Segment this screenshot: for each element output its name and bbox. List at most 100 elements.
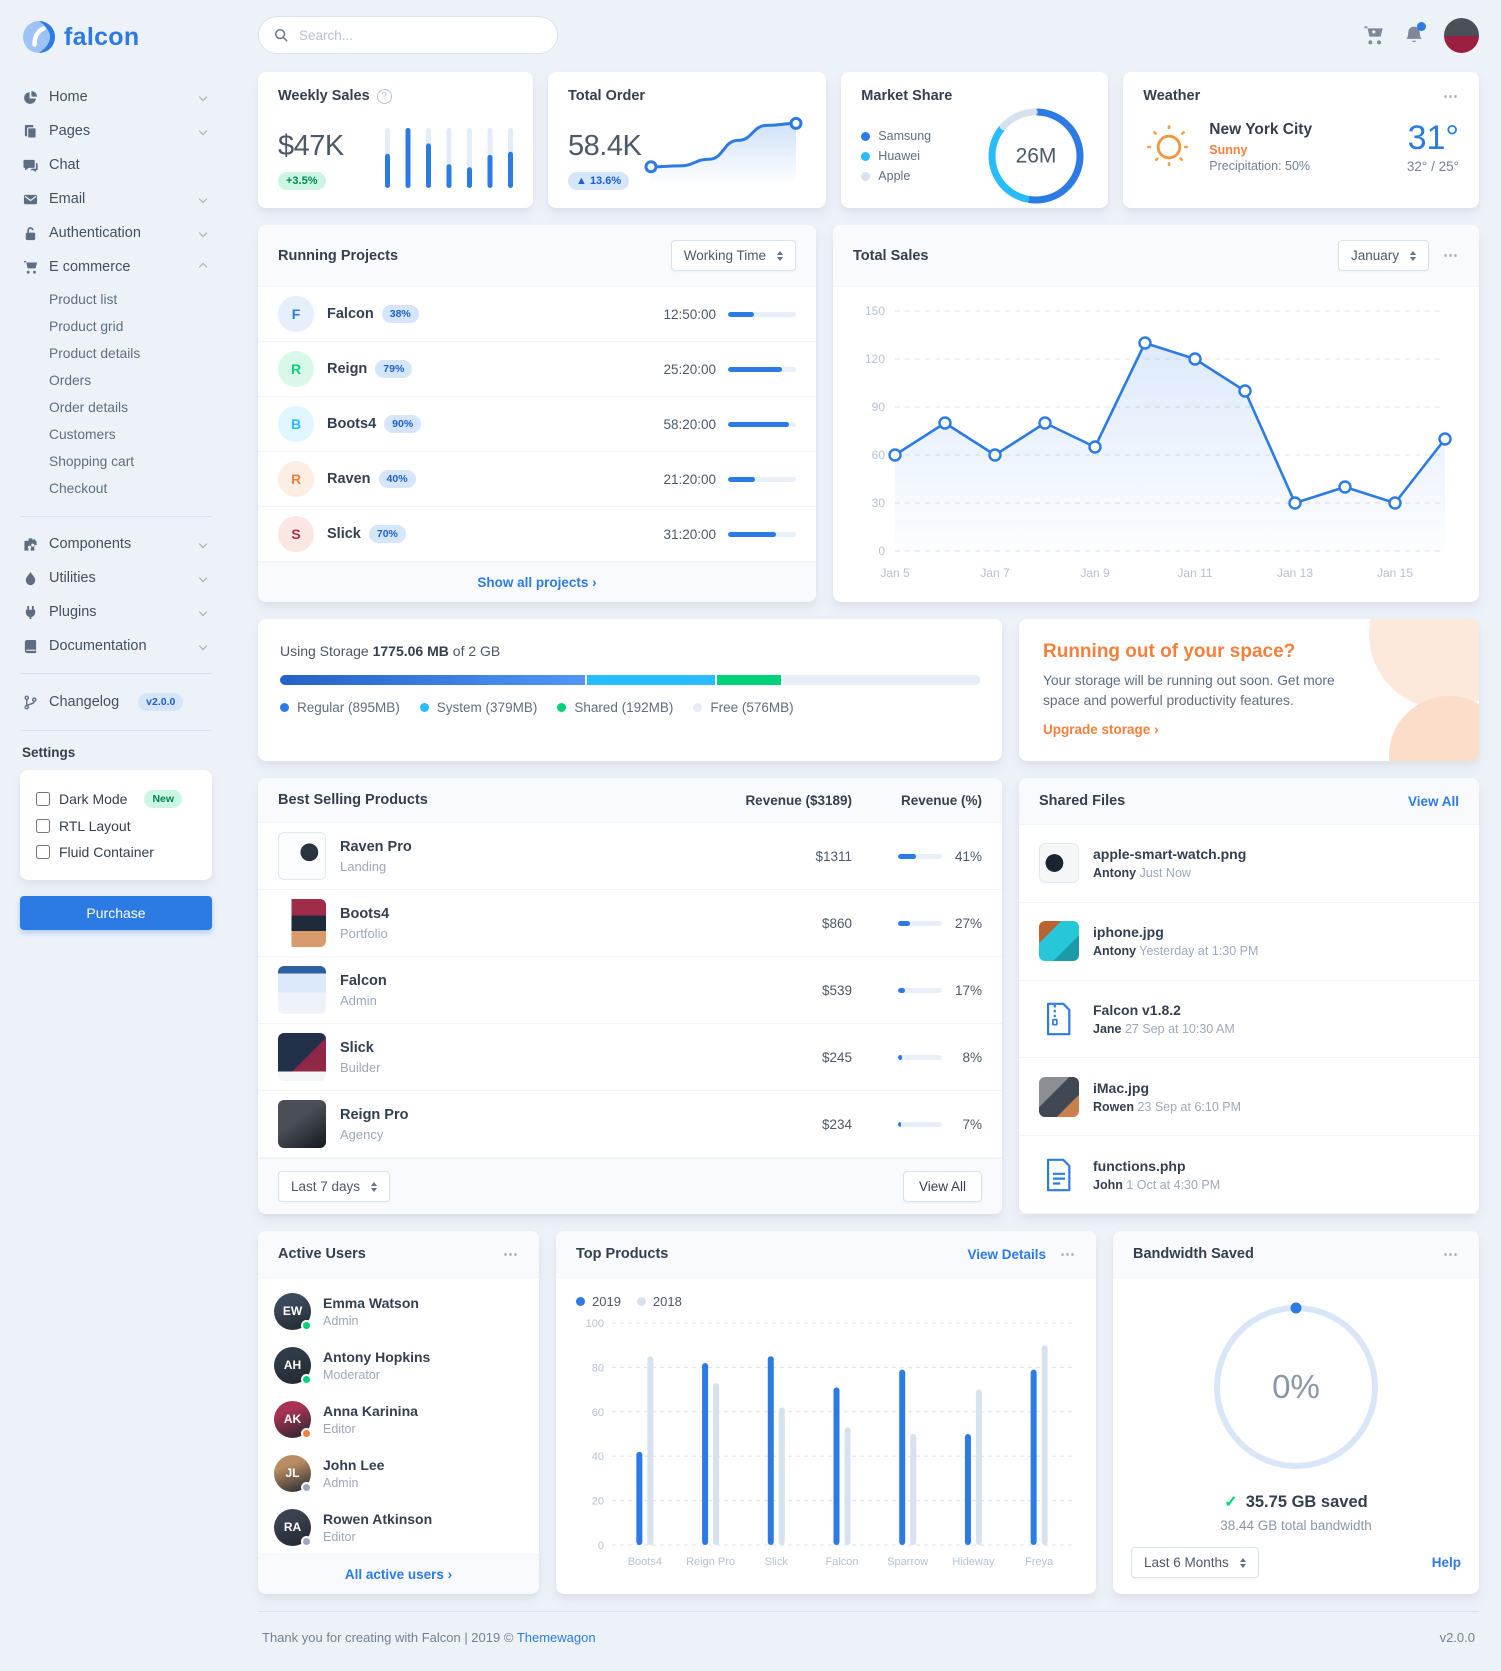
product-revenue: $245	[821, 1049, 852, 1065]
fluid-container-checkbox[interactable]	[36, 845, 50, 859]
user-name-link[interactable]: Emma Watson	[323, 1294, 419, 1311]
settings-option-fluid-container[interactable]: Fluid Container	[36, 839, 196, 865]
svg-text:0: 0	[878, 544, 885, 558]
legend-dot-icon	[693, 703, 703, 712]
last-7-days-select[interactable]: Last 7 days	[278, 1171, 391, 1202]
working-time-select[interactable]: Working Time	[670, 240, 796, 271]
progress-fill	[728, 531, 776, 537]
project-name-link[interactable]: Slick	[327, 526, 361, 542]
rtl-layout-checkbox[interactable]	[36, 819, 50, 833]
sidebar-subitem-checkout[interactable]: Checkout	[49, 481, 108, 496]
total-order-sparkline	[644, 116, 803, 186]
sidebar-subitem-order-details[interactable]: Order details	[49, 400, 128, 415]
sidebar-item-email[interactable]: Email	[20, 182, 212, 216]
sidebar-item-authentication[interactable]: Authentication	[20, 216, 212, 250]
file-name-link[interactable]: functions.php	[1093, 1157, 1186, 1174]
bandwidth-title: Bandwidth Saved	[1133, 1246, 1254, 1262]
ellipsis-menu-icon[interactable]: ⋯	[503, 1245, 519, 1263]
view-details-link[interactable]: View Details	[967, 1246, 1046, 1262]
sidebar-divider	[20, 516, 212, 517]
project-name-link[interactable]: Raven	[327, 471, 371, 487]
product-name-link[interactable]: Raven Pro	[340, 838, 412, 855]
help-link[interactable]: Help	[1431, 1555, 1461, 1570]
sidebar-item-documentation[interactable]: Documentation	[20, 629, 212, 663]
falcon-logo[interactable]: falcon	[22, 20, 212, 54]
user-name-link[interactable]: Anna Karinina	[323, 1402, 418, 1419]
sidebar-subitem-product-grid[interactable]: Product grid	[49, 319, 124, 334]
space-warning-title: Running out of your space?	[1043, 641, 1296, 662]
product-name-link[interactable]: Slick	[340, 1039, 374, 1056]
all-active-users-link[interactable]: All active users ›	[258, 1554, 539, 1594]
search-input[interactable]	[297, 26, 542, 44]
purchase-button[interactable]: Purchase	[20, 896, 212, 930]
sidebar-item-e-commerce[interactable]: E commerce	[20, 250, 212, 284]
file-name-link[interactable]: iMac.jpg	[1093, 1079, 1150, 1096]
sidebar-item-changelog[interactable]: Changelog v2.0.0	[20, 684, 212, 720]
sidebar-subitem-product-details[interactable]: Product details	[49, 346, 141, 361]
chevron-down-icon	[198, 228, 208, 238]
sidebar-subitem-shopping-cart[interactable]: Shopping cart	[49, 454, 135, 469]
sidebar-item-home[interactable]: Home	[20, 80, 212, 114]
weekly-sales-bar-chart	[385, 128, 513, 188]
chevron-down-icon	[198, 92, 208, 102]
ellipsis-menu-icon[interactable]: ⋯	[1443, 87, 1459, 105]
product-name-link[interactable]: Boots4	[340, 905, 390, 922]
file-name-link[interactable]: Falcon v1.8.2	[1093, 1001, 1181, 1018]
product-name-link[interactable]: Reign Pro	[340, 1106, 409, 1123]
file-thumbnail	[1039, 921, 1079, 962]
sidebar-item-pages[interactable]: Pages	[20, 114, 212, 148]
sidebar-item-components[interactable]: Components	[20, 527, 212, 561]
themewagon-link[interactable]: Themewagon	[516, 1630, 596, 1645]
project-time: 31:20:00	[663, 526, 716, 542]
month-select[interactable]: January	[1337, 240, 1429, 271]
shopping-cart-icon[interactable]	[1363, 25, 1384, 46]
product-type: Portfolio	[340, 925, 388, 941]
project-time: 25:20:00	[663, 361, 716, 377]
view-all-button[interactable]: View All	[902, 1171, 982, 1202]
sidebar-subitem-product-list[interactable]: Product list	[49, 292, 118, 307]
user-name-link[interactable]: John Lee	[323, 1456, 385, 1473]
user-role: Editor	[323, 1529, 356, 1544]
sidebar-item-plugins[interactable]: Plugins	[20, 595, 212, 629]
legend-item-2018[interactable]: 2018	[636, 1294, 682, 1309]
last-6-months-select[interactable]: Last 6 Months	[1131, 1547, 1259, 1578]
select-caret-icon	[1239, 1557, 1246, 1568]
ellipsis-menu-icon[interactable]: ⋯	[1443, 1245, 1459, 1263]
check-icon: ✓	[1224, 1494, 1238, 1511]
sidebar-subitem-orders[interactable]: Orders	[49, 373, 92, 388]
sidebar-item-chat[interactable]: Chat	[20, 148, 212, 182]
svg-text:Jan 5: Jan 5	[880, 566, 910, 580]
product-name-link[interactable]: Falcon	[340, 972, 387, 989]
user-name-link[interactable]: Rowen Atkinson	[323, 1510, 433, 1527]
sidebar-subitem-customers[interactable]: Customers	[49, 427, 116, 442]
show-all-projects-link[interactable]: Show all projects ›	[258, 562, 816, 602]
legend-label: Apple	[878, 169, 911, 183]
project-name-link[interactable]: Boots4	[327, 416, 377, 432]
settings-option-dark-mode[interactable]: Dark Mode New	[36, 785, 196, 813]
svg-text:80: 80	[592, 1362, 604, 1374]
svg-text:Sparrow: Sparrow	[887, 1556, 928, 1568]
user-avatar[interactable]	[1444, 17, 1479, 53]
notification-bell-icon[interactable]	[1404, 22, 1426, 45]
legend-item-2019[interactable]: 2019	[576, 1294, 621, 1309]
storage-card: Using Storage 1775.06 MB of 2 GB Regular…	[258, 619, 1002, 761]
settings-option-rtl-layout[interactable]: RTL Layout	[36, 813, 196, 839]
file-name-link[interactable]: apple-smart-watch.png	[1093, 846, 1247, 863]
project-name-link[interactable]: Reign	[327, 361, 368, 377]
file-name-link[interactable]: iphone.jpg	[1093, 924, 1164, 941]
sidebar-item-label: Chat	[49, 157, 80, 173]
project-name-link[interactable]: Falcon	[327, 306, 374, 322]
user-role: Moderator	[323, 1367, 380, 1382]
user-avatar: EW	[274, 1292, 312, 1331]
ellipsis-menu-icon[interactable]: ⋯	[1443, 247, 1459, 264]
dark-mode-checkbox[interactable]	[36, 792, 50, 806]
user-name-link[interactable]: Antony Hopkins	[323, 1348, 431, 1365]
ellipsis-menu-icon[interactable]: ⋯	[1060, 1245, 1076, 1263]
bandwidth-gauge-chart	[1214, 1302, 1378, 1469]
user-role: Editor	[323, 1421, 356, 1436]
upgrade-storage-link[interactable]: Upgrade storage ›	[1043, 722, 1159, 737]
search-box[interactable]	[258, 16, 558, 54]
help-question-icon[interactable]: ?	[376, 88, 392, 104]
view-all-files-link[interactable]: View All	[1407, 793, 1459, 809]
sidebar-item-utilities[interactable]: Utilities	[20, 561, 212, 595]
